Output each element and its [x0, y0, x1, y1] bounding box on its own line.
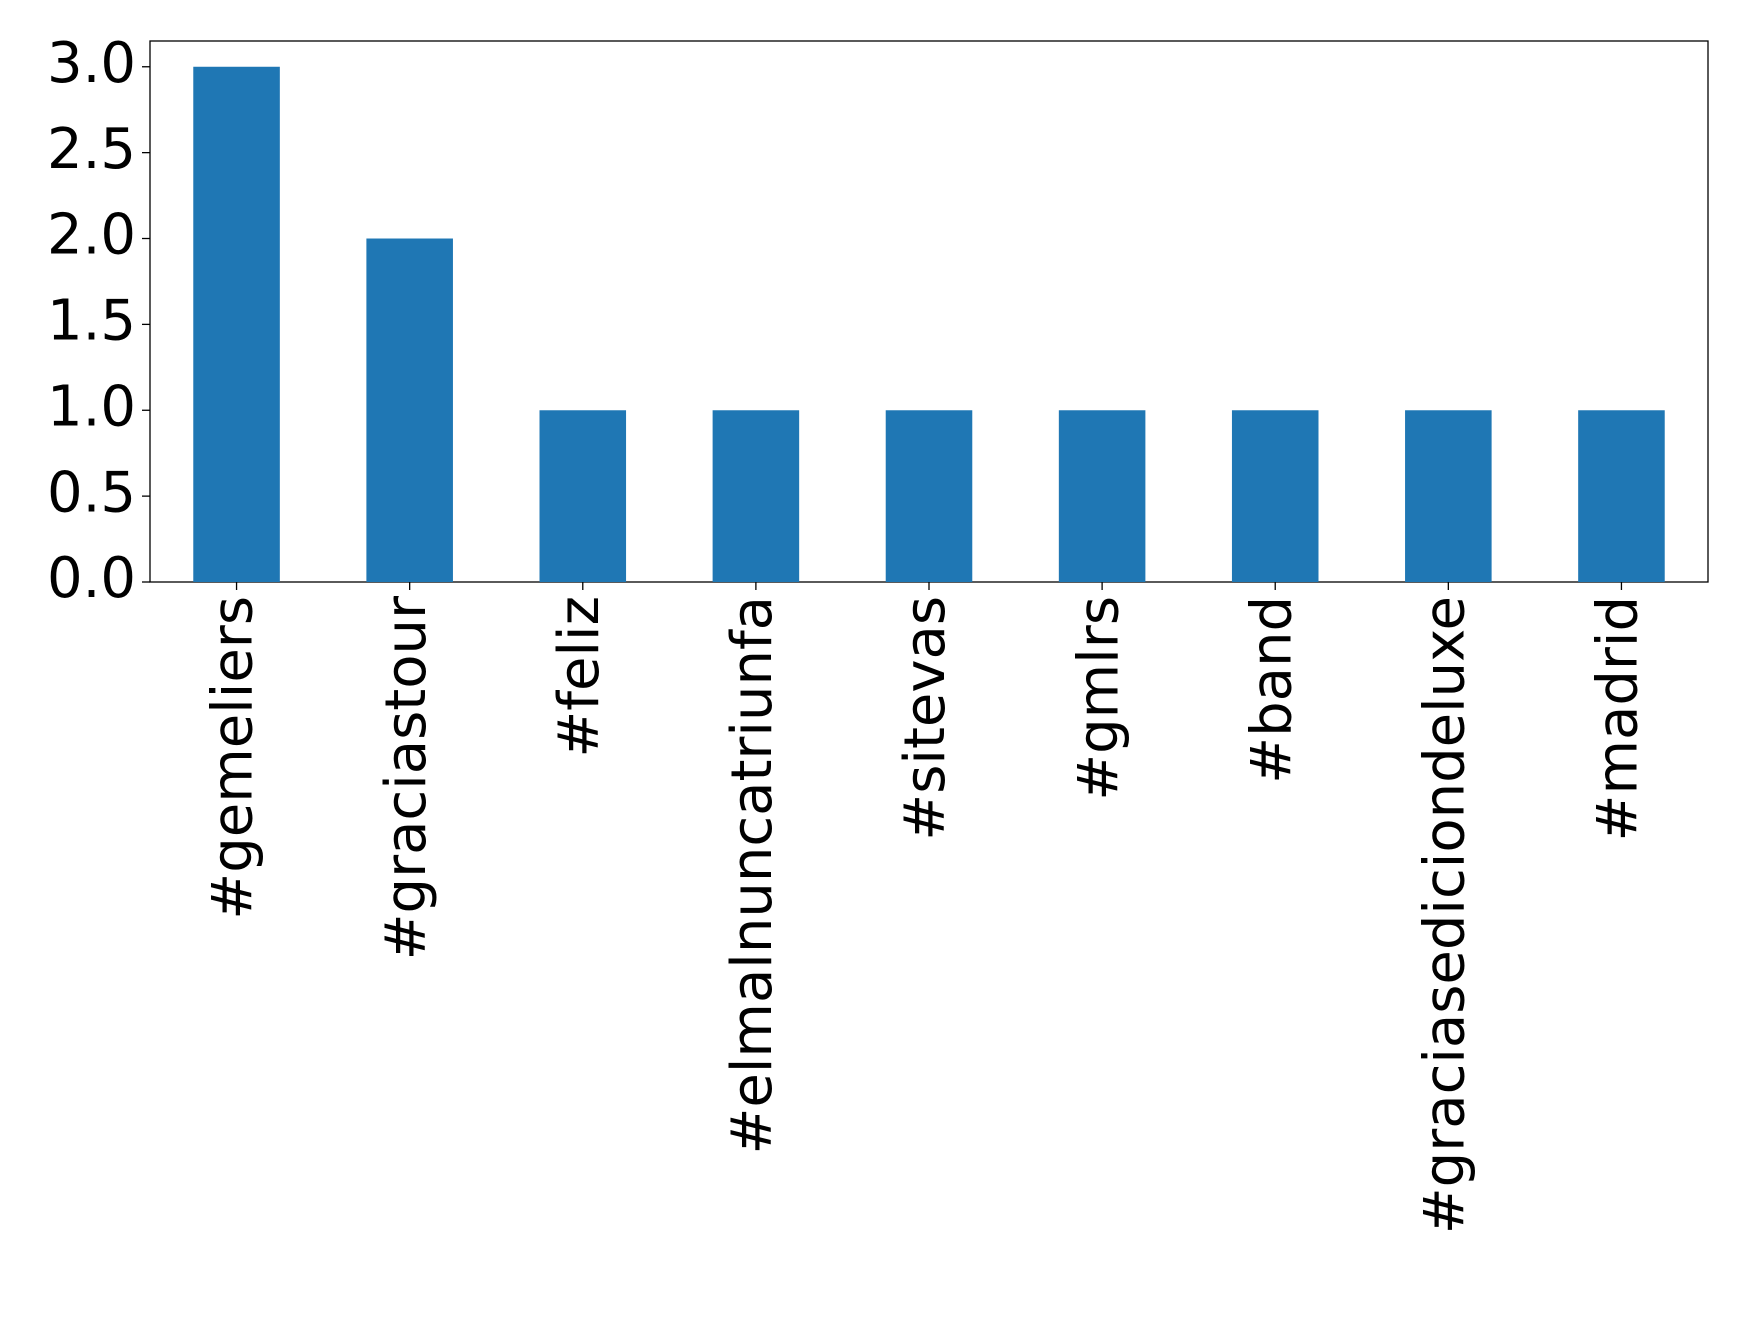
x-tick-label: #graciasediciondeluxe	[1412, 596, 1477, 1234]
bar	[1231, 410, 1319, 582]
y-tick-label: 1.0	[47, 374, 136, 439]
x-tick-label: #elmalnuncatriunfa	[720, 596, 785, 1155]
x-tick-label: #madrid	[1586, 596, 1651, 841]
bar	[539, 410, 627, 582]
x-tick-label: #gmlrs	[1066, 596, 1131, 801]
y-tick-label: 2.0	[47, 203, 136, 268]
bar	[193, 66, 280, 582]
bar	[712, 410, 800, 582]
bar	[885, 410, 973, 582]
x-tick-label: #feliz	[547, 596, 612, 758]
bar	[1405, 410, 1492, 582]
x-tick-label: #sitevas	[893, 596, 958, 841]
x-tick-label: #gemeliers	[201, 596, 266, 920]
bar	[366, 238, 453, 582]
y-tick-label: 0.5	[47, 460, 136, 525]
bar	[1578, 410, 1665, 582]
y-tick-label: 1.5	[47, 289, 136, 354]
y-tick-label: 0.0	[47, 546, 136, 611]
bar	[1058, 410, 1146, 582]
x-tick-label: #graciastour	[374, 595, 439, 960]
x-tick-label: #band	[1239, 596, 1304, 784]
y-tick-label: 2.5	[47, 117, 136, 182]
y-tick-label: 3.0	[47, 31, 136, 96]
